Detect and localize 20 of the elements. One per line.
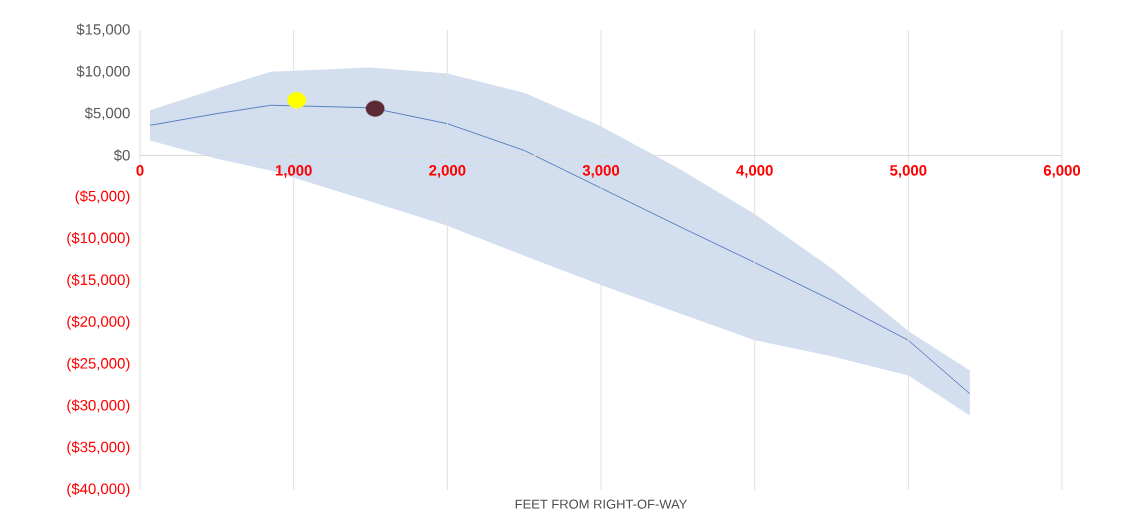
y-tick-label: ($30,000): [67, 399, 130, 414]
y-tick-label: ($40,000): [67, 482, 130, 498]
x-tick-label: 4,000: [736, 165, 773, 178]
x-tick-label: 2,000: [429, 165, 466, 178]
y-tick-label: $0: [113, 149, 130, 162]
y-tick-label: ($25,000): [67, 357, 130, 372]
y-tick-label: $10,000: [76, 65, 130, 79]
y-tick-label: ($35,000): [67, 441, 130, 456]
x-tick-label: 0: [136, 165, 144, 176]
x-tick-label: 3,000: [582, 165, 620, 178]
x-axis-title: FEET FROM RIGHT-OF-WAY: [515, 499, 688, 509]
y-tick-label: ($5,000): [75, 190, 130, 205]
x-tick-label: 5,000: [890, 165, 927, 178]
x-tick-label: 1,000: [275, 165, 312, 178]
y-tick-label: ($20,000): [67, 315, 130, 330]
x-tick-label: 6,000: [1043, 165, 1081, 178]
y-tick-label: ($15,000): [67, 273, 130, 288]
y-tick-label: $5,000: [84, 107, 130, 121]
y-tick-label: ($10,000): [67, 232, 130, 247]
y-tick-label: $15,000: [76, 23, 130, 37]
